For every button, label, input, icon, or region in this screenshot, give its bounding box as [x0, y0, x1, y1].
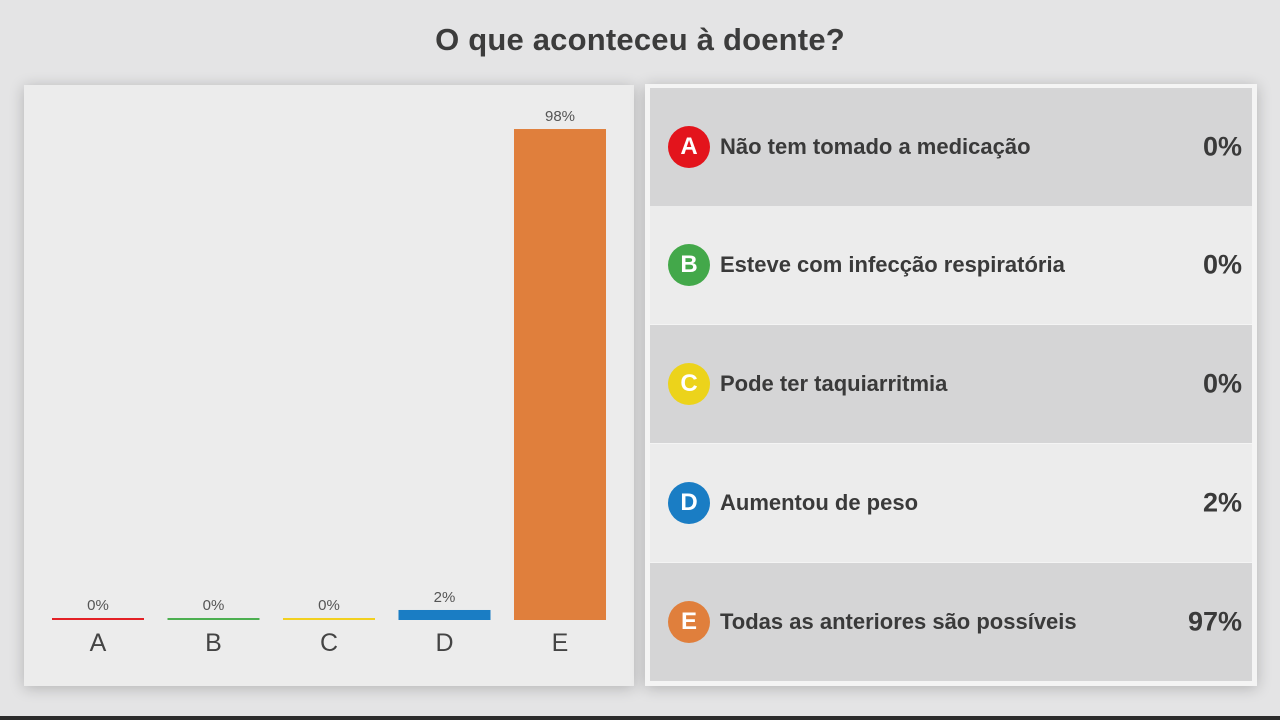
answer-percent-a: 0%: [1202, 131, 1242, 162]
answer-text-d: Aumentou de peso: [720, 490, 919, 515]
answer-badge-b: B: [668, 244, 710, 286]
bar-e: [514, 129, 606, 620]
bar-d: [398, 609, 491, 620]
bar-b: [167, 618, 260, 620]
answer-text-a: Não tem tomado a medicação: [720, 134, 1031, 159]
results-bar-chart: 0% A 0% B 0% C 2% D 98% E: [52, 108, 606, 657]
answer-percent-d: 2%: [1202, 487, 1242, 518]
bar-value-label-b: 0%: [203, 597, 225, 614]
bar-c: [283, 618, 375, 620]
bar-value-label-a: 0%: [87, 597, 109, 614]
x-tick-label-e: E: [552, 629, 569, 657]
answer-text-e: Todas as anteriores são possíveis: [720, 609, 1077, 634]
x-tick-label-a: A: [90, 629, 107, 657]
bar-value-label-d: 2%: [434, 589, 456, 606]
bottom-edge-bar: [0, 716, 1280, 720]
answer-list-panel: A Não tem tomado a medicação 0% B Esteve…: [645, 84, 1257, 686]
x-tick-label-b: B: [205, 629, 222, 657]
bar-a: [52, 618, 144, 620]
answer-row-a[interactable]: A Não tem tomado a medicação 0%: [650, 88, 1252, 206]
x-tick-label-c: C: [320, 629, 338, 657]
answer-row-e[interactable]: E Todas as anteriores são possíveis 97%: [650, 563, 1252, 681]
answer-row-c[interactable]: C Pode ter taquiarritmia 0%: [650, 325, 1252, 443]
answer-percent-b: 0%: [1202, 249, 1242, 280]
answer-percent-c: 0%: [1202, 368, 1242, 399]
answer-text-c: Pode ter taquiarritmia: [720, 371, 948, 396]
answer-badge-a: A: [668, 126, 710, 168]
x-tick-label-d: D: [435, 629, 453, 657]
answer-badge-e: E: [668, 601, 710, 643]
answer-row-d[interactable]: D Aumentou de peso 2%: [650, 444, 1252, 562]
bar-value-label-e: 98%: [545, 108, 575, 125]
answer-text-b: Esteve com infecção respiratória: [720, 252, 1065, 277]
question-title: O que aconteceu à doente?: [435, 22, 845, 57]
bar-value-label-c: 0%: [318, 597, 340, 614]
answer-badge-d: D: [668, 482, 710, 524]
answer-row-b[interactable]: B Esteve com infecção respiratória 0%: [650, 206, 1252, 324]
results-chart-panel: 0% A 0% B 0% C 2% D 98% E: [24, 85, 634, 686]
answer-percent-e: 97%: [1187, 606, 1242, 637]
answer-badge-c: C: [668, 363, 710, 405]
